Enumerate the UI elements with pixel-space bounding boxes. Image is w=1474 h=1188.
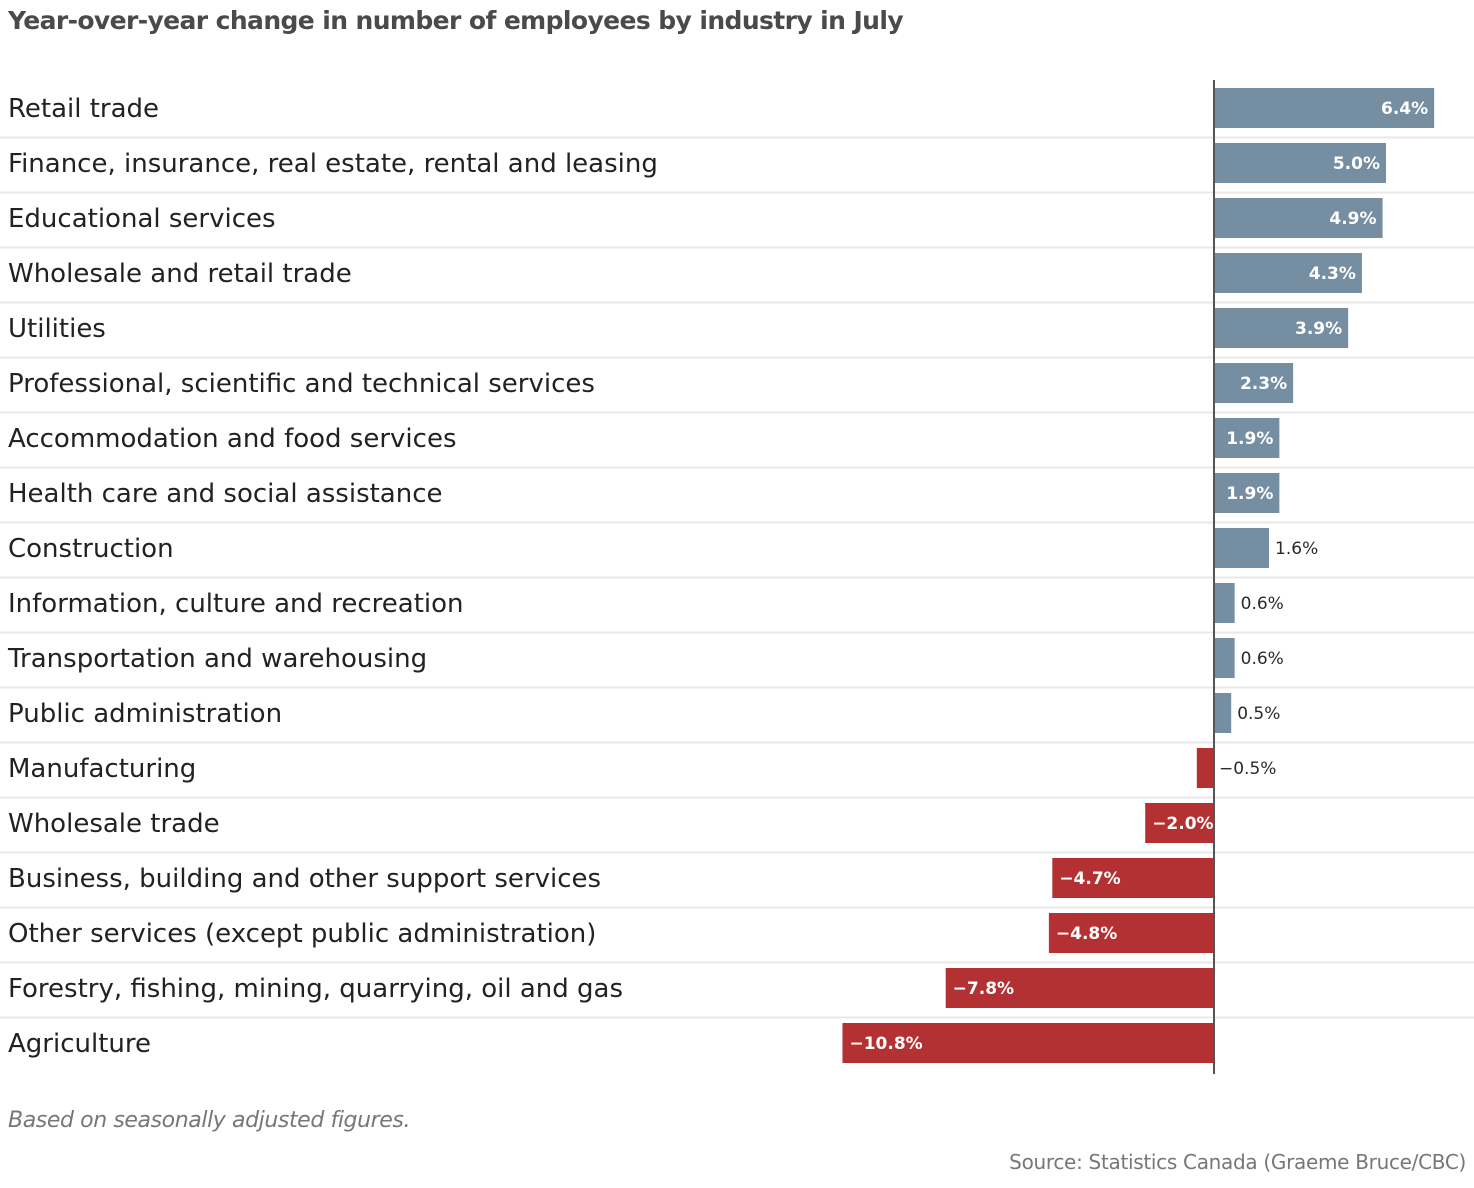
category-label: Health care and social assistance bbox=[8, 479, 443, 509]
value-label: 1.9% bbox=[1226, 484, 1273, 504]
value-label: −4.8% bbox=[1056, 924, 1117, 944]
bars bbox=[842, 88, 1435, 1063]
value-label: 0.6% bbox=[1241, 649, 1284, 669]
row-dividers bbox=[0, 136, 1474, 1019]
bar bbox=[1214, 528, 1270, 568]
value-label: 1.6% bbox=[1275, 539, 1318, 559]
bar bbox=[1214, 143, 1386, 183]
bar bbox=[1214, 253, 1362, 293]
footnote: Based on seasonally adjusted figures. bbox=[8, 1108, 411, 1133]
bar bbox=[1214, 473, 1280, 513]
bar bbox=[1048, 913, 1214, 953]
category-label: Educational services bbox=[8, 204, 276, 234]
value-label: −7.8% bbox=[953, 979, 1014, 999]
value-label: 0.6% bbox=[1241, 594, 1284, 614]
category-label: Agriculture bbox=[8, 1029, 151, 1059]
value-labels: 6.4% 5.0% 4.9% 4.3% 3.9% 2.3% 1.9% 1.9% 1.6% 0.6%… bbox=[849, 99, 1428, 1054]
value-label: 6.4% bbox=[1381, 99, 1428, 119]
category-label: Utilities bbox=[8, 314, 106, 344]
category-label: Manufacturing bbox=[8, 754, 196, 784]
bar bbox=[1052, 858, 1214, 898]
bar bbox=[842, 1023, 1214, 1063]
value-label: 0.5% bbox=[1237, 704, 1280, 724]
category-label: Accommodation and food services bbox=[8, 424, 457, 454]
bar bbox=[1214, 363, 1294, 403]
bar bbox=[945, 968, 1214, 1008]
bar bbox=[1214, 693, 1232, 733]
category-label: Wholesale trade bbox=[8, 809, 220, 839]
category-label: Construction bbox=[8, 534, 174, 564]
category-label: Public administration bbox=[8, 699, 282, 729]
category-label: Finance, insurance, real estate, rental … bbox=[8, 149, 658, 179]
bar bbox=[1145, 803, 1214, 843]
value-label: 3.9% bbox=[1295, 319, 1342, 339]
category-label: Other services (except public administra… bbox=[8, 919, 596, 949]
value-label: 5.0% bbox=[1333, 154, 1380, 174]
value-label: −2.0% bbox=[1152, 814, 1213, 834]
category-label: Business, building and other support ser… bbox=[8, 864, 601, 894]
bar bbox=[1214, 198, 1383, 238]
bar bbox=[1214, 418, 1280, 458]
value-label: 1.9% bbox=[1226, 429, 1273, 449]
category-labels: Retail trade Finance, insurance, real est… bbox=[7, 94, 658, 1059]
bar bbox=[1196, 748, 1214, 788]
value-label: 4.9% bbox=[1329, 209, 1376, 229]
value-label: 2.3% bbox=[1240, 374, 1287, 394]
category-label: Transportation and warehousing bbox=[7, 644, 427, 674]
bar-chart: Retail trade Finance, insurance, real est… bbox=[0, 80, 1474, 1074]
value-label: −4.7% bbox=[1059, 869, 1120, 889]
category-label: Retail trade bbox=[8, 94, 159, 124]
source-credit: Source: Statistics Canada (Graeme Bruce/… bbox=[1009, 1150, 1466, 1174]
bar bbox=[1214, 638, 1235, 678]
bar bbox=[1214, 583, 1235, 623]
bar bbox=[1214, 88, 1435, 128]
category-label: Information, culture and recreation bbox=[8, 589, 464, 619]
category-label: Wholesale and retail trade bbox=[8, 259, 352, 289]
value-label: −0.5% bbox=[1219, 759, 1276, 779]
bar bbox=[1214, 308, 1349, 348]
category-label: Forestry, fishing, mining, quarrying, oi… bbox=[8, 974, 623, 1004]
value-label: 4.3% bbox=[1309, 264, 1356, 284]
value-label: −10.8% bbox=[849, 1034, 922, 1054]
chart-title: Year-over-year change in number of emplo… bbox=[8, 6, 904, 35]
category-label: Professional, scientific and technical s… bbox=[8, 369, 595, 399]
